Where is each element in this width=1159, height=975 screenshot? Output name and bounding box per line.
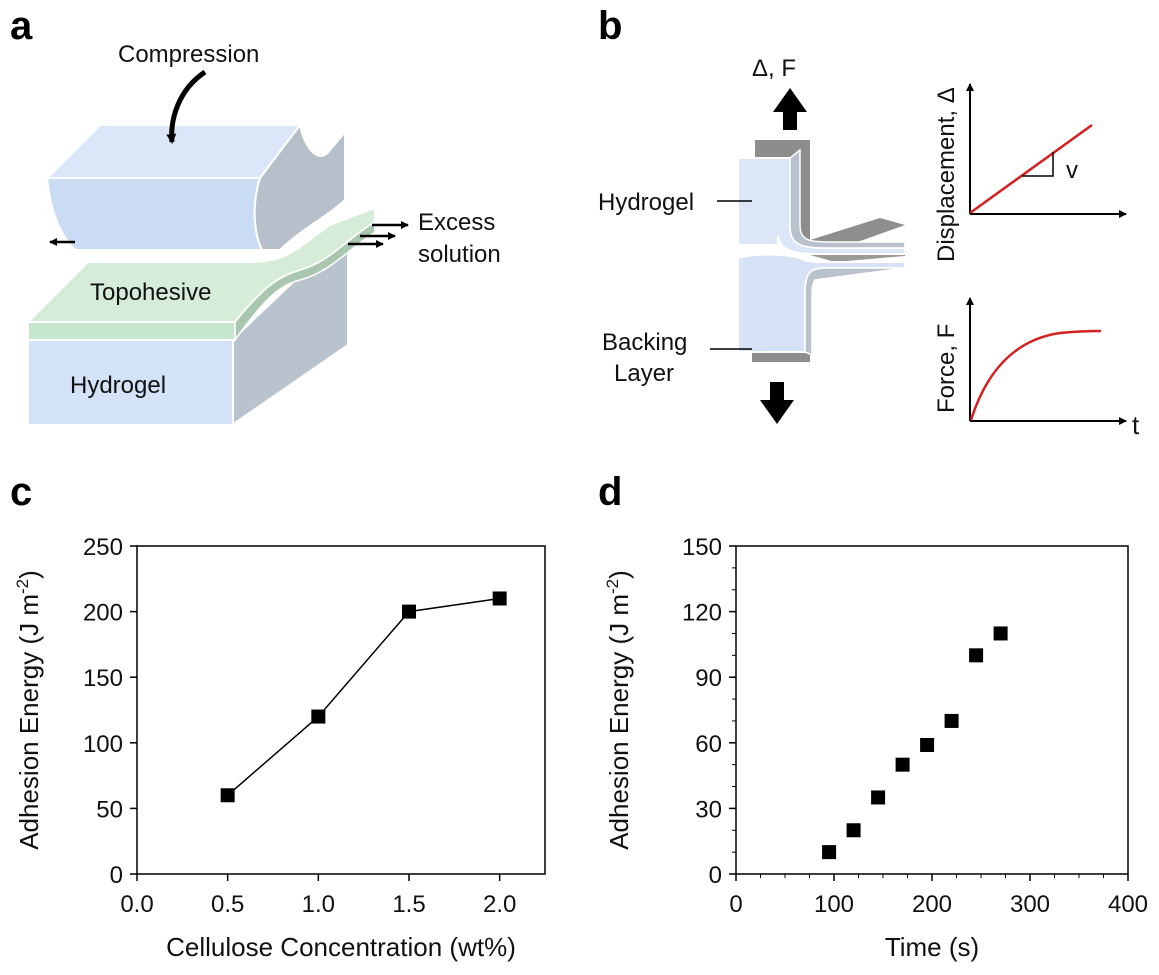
chart-d-xtick-label: 300 — [1010, 891, 1050, 918]
chart-d-ytick-label: 60 — [695, 731, 722, 758]
disp-ylabel: Displacement, Δ — [933, 87, 960, 262]
chart-c-xtick-label: 0.5 — [211, 891, 244, 918]
chart-d-ylabel: Adhesion Energy (J m-2) — [603, 570, 634, 850]
upper-hydrogel-strip — [737, 148, 906, 255]
chart-c-xtick-label: 1.0 — [302, 891, 335, 918]
topohesive-layer — [25, 206, 376, 343]
chart-d-data-point — [871, 790, 886, 805]
excess-label-line1: Excess — [418, 209, 495, 236]
chart-c-xtick-label: 2.0 — [483, 891, 516, 918]
compression-arrow — [166, 69, 207, 144]
chart-d-data-point — [969, 648, 984, 663]
chart-c-data-point — [311, 709, 326, 724]
pull-up-arrow — [773, 88, 807, 130]
displacement-plot: v Displacement, Δ — [933, 83, 1127, 262]
chart-c-ytick-label: 50 — [96, 796, 123, 823]
v-label: v — [1066, 157, 1078, 184]
chart-c-ytick-label: 250 — [83, 534, 123, 561]
backing-label-line1: Backing — [602, 329, 687, 356]
panel-a-illustration: Compression Excess solution Topohesive H… — [25, 41, 501, 427]
chart-d: 0 100 200 300 400 0 30 60 90 120 150 Time (s) Adhesi… — [603, 534, 1148, 962]
top-compression-block — [44, 122, 346, 251]
chart-c: 0.0 0.5 1.0 1.5 2.0 0 50 100 150 200 250 Cellulose … — [13, 534, 546, 962]
topohesive-label: Topohesive — [90, 279, 211, 306]
chart-d-xtick-label: 400 — [1108, 891, 1148, 918]
chart-d-data-point — [846, 823, 861, 838]
force-plot: t Force, F — [933, 297, 1140, 440]
chart-d-ytick-label: 150 — [682, 534, 722, 561]
displacement-line — [969, 123, 1093, 215]
chart-d-ytick-label: 120 — [682, 600, 722, 627]
chart-d-ytick-label: 90 — [695, 665, 722, 692]
lower-hydrogel-strip — [737, 253, 906, 357]
chart-d-data-point — [944, 713, 959, 728]
panel-letter-b: b — [598, 4, 623, 48]
panel-letter-d: d — [598, 470, 623, 514]
chart-d-ytick-label: 30 — [695, 796, 722, 823]
chart-d-xlabel: Time (s) — [885, 932, 979, 962]
chart-d-data-point — [993, 626, 1008, 641]
backing-label-line2: Layer — [614, 360, 674, 387]
chart-c-data-point — [402, 604, 416, 619]
t-label: t — [1132, 410, 1140, 440]
chart-d-data-point — [822, 845, 837, 860]
pull-down-arrow — [760, 382, 794, 424]
chart-d-data-point — [895, 757, 910, 772]
chart-c-ytick-label: 0 — [110, 862, 123, 889]
chart-c-xlabel: Cellulose Concentration (wt%) — [166, 932, 516, 962]
hydrogel-label-a: Hydrogel — [70, 372, 166, 399]
chart-c-plot-frame — [136, 545, 546, 875]
chart-c-ytick-label: 150 — [83, 665, 123, 692]
delta-f-label: Δ, F — [752, 55, 796, 82]
chart-d-ytick-label: 0 — [709, 862, 722, 889]
chart-c-series-line — [227, 597, 500, 796]
bottom-hydrogel-block — [27, 227, 349, 427]
chart-c-xtick-label: 1.5 — [392, 891, 425, 918]
excess-label-line2: solution — [418, 241, 501, 268]
chart-d-xtick-label: 0 — [729, 891, 742, 918]
chart-c-ytick-label: 200 — [83, 600, 123, 627]
slope-triangle — [1022, 152, 1054, 177]
chart-c-data-point — [220, 788, 235, 803]
force-ylabel: Force, F — [933, 324, 960, 413]
compression-label: Compression — [118, 41, 259, 68]
chart-c-ytick-label: 100 — [83, 731, 123, 758]
chart-d-xtick-label: 200 — [912, 891, 952, 918]
panel-b-illustration: Δ, F Hydrogel Backing Layer — [598, 55, 1140, 440]
chart-c-xtick-label: 0.0 — [120, 891, 153, 918]
chart-c-ylabel: Adhesion Energy (J m-2) — [13, 570, 44, 850]
excess-arrows-right — [348, 221, 409, 248]
force-curve — [969, 329, 1102, 421]
chart-c-data-point — [492, 591, 507, 606]
chart-d-xtick-label: 100 — [814, 891, 854, 918]
panel-letter-a: a — [10, 4, 33, 48]
chart-d-plot-frame — [735, 545, 1129, 875]
panel-letter-c: c — [10, 470, 33, 514]
chart-d-data-point — [920, 737, 935, 752]
hydrogel-label-b: Hydrogel — [598, 189, 694, 216]
